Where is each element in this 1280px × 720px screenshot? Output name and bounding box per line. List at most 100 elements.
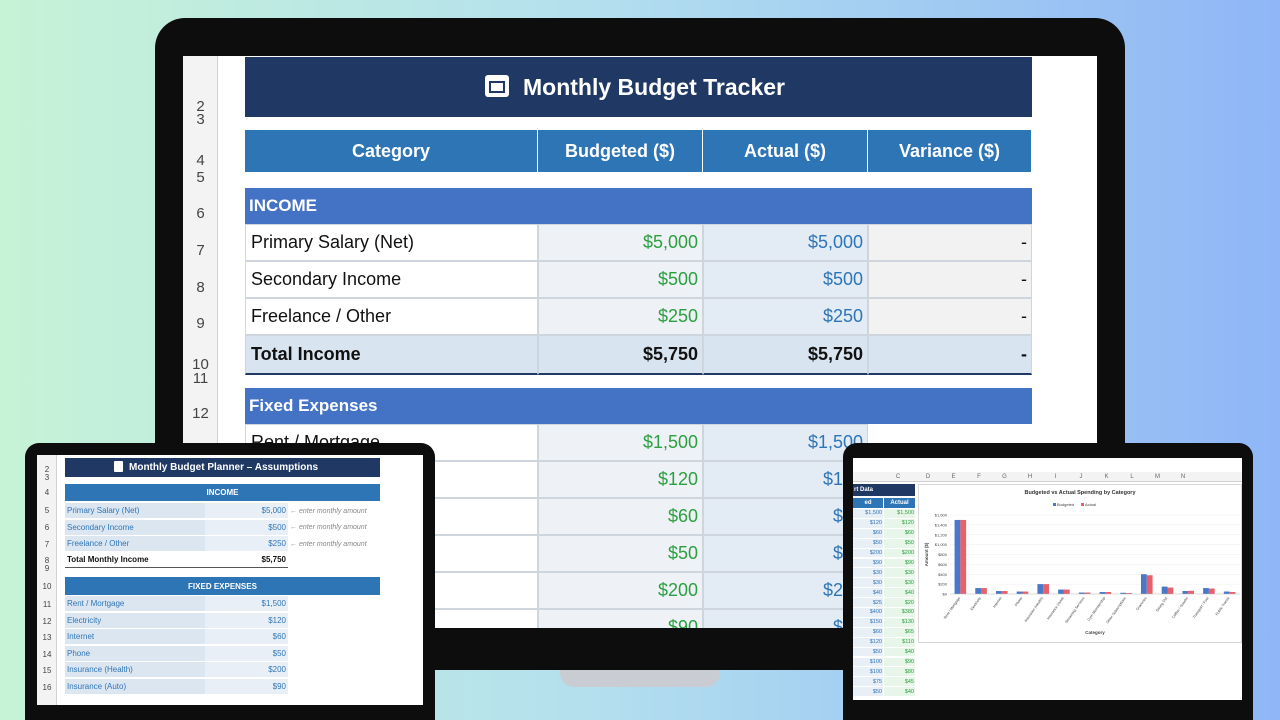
row-number: 12 [192,404,209,422]
table-cell: $45 [884,677,915,688]
bar [1037,584,1044,594]
column-header: Actual ($) [703,130,868,172]
y-tick-label: $1,400 [935,522,948,527]
column-letter: M [1155,474,1160,480]
y-tick-label: $1,600 [935,513,948,518]
bar [1016,591,1023,594]
row-number: 5 [196,168,205,186]
row-number: 7 [196,241,205,259]
table-cell: $30 [853,578,883,589]
bar [975,588,982,594]
bar [1182,591,1189,594]
data-cell: $50 [538,535,703,572]
table-cell: $40 [884,588,915,599]
bar [1063,589,1070,594]
row-number: 10 [42,581,52,591]
data-cell: $90 [205,679,288,695]
row-number: 3 [44,472,50,482]
column-letter: H [1027,474,1033,480]
table-header: Actual [884,498,915,508]
bar [1229,592,1236,594]
data-cell: $500 [703,261,868,298]
row-number: 7 [44,539,50,549]
bar [1161,586,1168,594]
data-cell: $200 [538,572,703,609]
table-cell: $40 [853,588,883,599]
table-cell: $30 [884,568,915,579]
data-cell: $50 [703,535,868,572]
table-cell: $130 [884,617,915,628]
section-header: Fixed Expenses [245,388,1032,424]
y-tick-label: $1,000 [935,542,948,547]
bar [1203,588,1209,594]
total-cell: - [868,335,1032,375]
total-cell: $5,750 [703,335,868,375]
chart: Budgeted vs Actual Spending by Category B… [918,484,1242,643]
column-letter: C [895,474,901,480]
table-cell: $120 [853,637,883,648]
data-cell: Internet [65,629,205,646]
data-cell: $60 [703,498,868,535]
table-cell: $40 [884,647,915,658]
data-cell: Rent / Mortgage [65,596,205,612]
left-laptop-screen: 2 3 4 5 6 7 8 9 10 11 12 13 14 15 16 Monthly Budget Pla… [37,455,423,705]
y-tick-label: $200 [938,582,948,587]
row-number: 8 [196,278,205,296]
title-bar [65,458,380,477]
data-cell: $1,500 [538,424,703,461]
data-cell: $1,500 [703,424,868,461]
legend-swatch [1053,503,1056,506]
bar [1043,584,1050,594]
data-cell: $90 [538,609,703,628]
bar [1120,592,1127,594]
table-cell: $400 [853,608,883,618]
table-cell: $30 [884,578,915,589]
column-letter: J [1079,474,1083,480]
table-cell: $65 [884,627,915,638]
table-cell: $80 [884,667,915,678]
bar [1126,593,1132,594]
bar [1001,591,1008,594]
column-letter: G [1002,474,1007,480]
data-cell: ← enter monthly amount [290,507,367,515]
y-tick-label: $600 [938,562,948,567]
table-cell: $90 [884,558,915,569]
column-letter: L [1130,474,1134,480]
bar [1167,587,1174,594]
y-tick-label: $800 [938,552,948,557]
bar [981,588,987,594]
row-number: 9 [44,563,50,573]
data-cell: $200 [205,662,288,679]
column-letter: E [951,474,956,480]
data-cell: Secondary Income [245,261,538,298]
data-cell: $500 [205,519,288,536]
bar [1223,591,1230,594]
x-tick-label: Internet [992,596,1002,608]
data-cell: $5,000 [703,224,868,261]
data-cell: ← enter monthly amount [290,524,367,531]
bar [1208,588,1215,594]
table-cell: $30 [853,568,883,579]
data-cell: $250 [703,298,868,335]
data-cell: - [868,261,1032,298]
bar [1084,592,1091,594]
table-cell: $50 [853,687,883,698]
table-cell: $60 [853,627,883,638]
column-header: Variance ($) [868,130,1032,172]
data-cell: $60 [205,629,288,646]
data-cell: Electricity [65,612,205,629]
title-icon [114,461,123,472]
row-number: 13 [42,632,52,642]
table-cell: $50 [853,538,883,549]
table-cell: $110 [884,637,915,648]
data-cell: Freelance / Other [65,536,205,552]
y-tick-label: $1,200 [935,532,948,537]
data-cell: $200 [703,572,868,609]
monitor-screen: 2 3 4 5 6 7 8 9 10 11 12 Monthly Budget Tracker Cate… [183,56,1097,628]
table-cell: $1,500 [884,509,915,519]
table-cell: $50 [884,538,915,549]
table-cell: $200 [853,548,883,559]
table-cell: $75 [853,677,883,688]
row-number: 16 [42,682,52,692]
row-number: 10 [192,355,209,373]
